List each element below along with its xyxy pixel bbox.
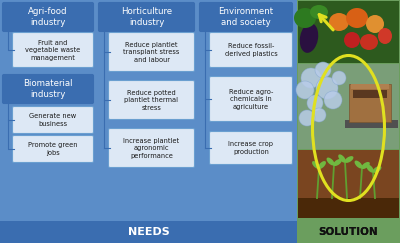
- Ellipse shape: [360, 34, 378, 50]
- Text: Environment
and society: Environment and society: [218, 7, 274, 27]
- Bar: [0, 0, 297, 243]
- FancyBboxPatch shape: [210, 77, 292, 122]
- Ellipse shape: [310, 5, 328, 19]
- FancyBboxPatch shape: [210, 131, 292, 165]
- Ellipse shape: [366, 15, 384, 33]
- Text: Generate new
business: Generate new business: [30, 113, 76, 127]
- Ellipse shape: [346, 8, 368, 28]
- Text: SOLUTION: SOLUTION: [319, 227, 378, 237]
- FancyBboxPatch shape: [210, 33, 292, 68]
- FancyBboxPatch shape: [12, 136, 94, 163]
- Ellipse shape: [333, 159, 342, 166]
- Ellipse shape: [344, 156, 354, 163]
- FancyBboxPatch shape: [108, 80, 194, 120]
- Bar: [298, 150, 399, 218]
- FancyBboxPatch shape: [12, 106, 94, 133]
- Circle shape: [296, 81, 314, 99]
- Text: Reduce fossil-
derived plastics: Reduce fossil- derived plastics: [225, 43, 277, 57]
- Text: Fruit and
vegetable waste
management: Fruit and vegetable waste management: [25, 40, 81, 61]
- Text: SOLUTION: SOLUTION: [319, 227, 378, 237]
- Circle shape: [315, 62, 331, 78]
- Ellipse shape: [361, 162, 370, 169]
- FancyBboxPatch shape: [2, 75, 94, 104]
- Bar: [349, 84, 391, 122]
- Ellipse shape: [372, 166, 382, 173]
- Circle shape: [299, 110, 315, 126]
- Circle shape: [301, 68, 321, 88]
- Ellipse shape: [354, 161, 362, 168]
- Text: Reduce potted
plantlet thermal
stress: Reduce potted plantlet thermal stress: [124, 89, 178, 111]
- Circle shape: [312, 108, 326, 122]
- FancyBboxPatch shape: [108, 129, 194, 167]
- FancyBboxPatch shape: [108, 33, 194, 71]
- Bar: [353, 90, 387, 98]
- Circle shape: [307, 95, 323, 111]
- Circle shape: [316, 77, 338, 99]
- FancyBboxPatch shape: [2, 2, 94, 32]
- Circle shape: [324, 91, 342, 109]
- Text: Promote green
jobs: Promote green jobs: [28, 142, 78, 156]
- Text: Reduce plantlet
transplant stress
and labour: Reduce plantlet transplant stress and la…: [123, 42, 180, 62]
- Text: Increase crop
production: Increase crop production: [228, 141, 274, 155]
- Bar: [297, 221, 400, 243]
- Bar: [298, 1, 399, 63]
- Ellipse shape: [344, 32, 360, 48]
- Text: Reduce agro-
chemicals in
agriculture: Reduce agro- chemicals in agriculture: [229, 88, 273, 110]
- Ellipse shape: [366, 164, 374, 173]
- Ellipse shape: [318, 161, 326, 169]
- Text: NEEDS: NEEDS: [128, 227, 169, 237]
- Bar: [351, 84, 389, 89]
- Bar: [0, 221, 297, 243]
- Text: Horticulture
industry: Horticulture industry: [121, 7, 172, 27]
- Ellipse shape: [312, 161, 320, 169]
- Ellipse shape: [378, 28, 392, 44]
- Ellipse shape: [300, 23, 318, 53]
- Ellipse shape: [338, 154, 346, 163]
- Ellipse shape: [326, 157, 334, 165]
- Circle shape: [332, 71, 346, 85]
- Ellipse shape: [329, 13, 349, 31]
- Bar: [297, 0, 400, 243]
- Bar: [345, 120, 398, 128]
- FancyBboxPatch shape: [200, 2, 292, 32]
- Bar: [298, 64, 399, 149]
- Text: Increase plantlet
agronomic
performance: Increase plantlet agronomic performance: [124, 138, 180, 158]
- Text: Agri-food
industry: Agri-food industry: [28, 7, 68, 27]
- FancyBboxPatch shape: [98, 2, 194, 32]
- FancyBboxPatch shape: [12, 33, 94, 68]
- Text: Biomaterial
industry: Biomaterial industry: [23, 79, 73, 99]
- Bar: [298, 198, 399, 218]
- Ellipse shape: [294, 8, 316, 28]
